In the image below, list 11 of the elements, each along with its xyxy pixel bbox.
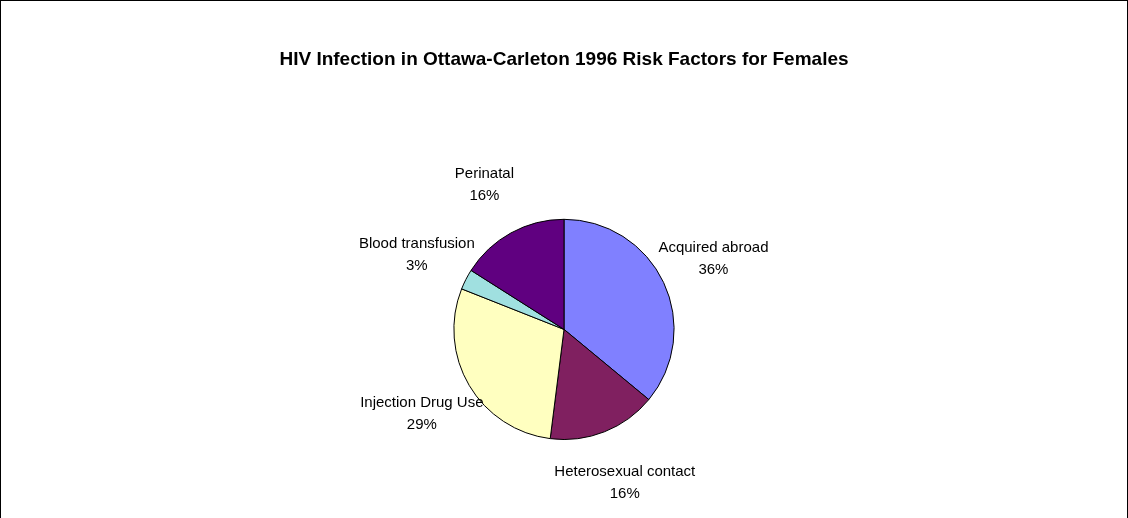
slice-label: Acquired abroad [658,238,769,256]
slice-label: Heterosexual contact [554,462,697,480]
slice-label: Injection Drug Use [360,392,484,410]
data-label: 36% [698,260,729,278]
slice-label: Perinatal [454,163,515,181]
data-label: 3% [406,255,428,273]
data-label: 16% [469,185,500,203]
chart-title: HIV Infection in Ottawa-Carleton 1996 Risk Factors for Females [279,47,849,69]
slice-label: Blood transfusion [358,233,475,251]
data-label: 29% [406,414,437,432]
data-label: 16% [609,484,640,502]
